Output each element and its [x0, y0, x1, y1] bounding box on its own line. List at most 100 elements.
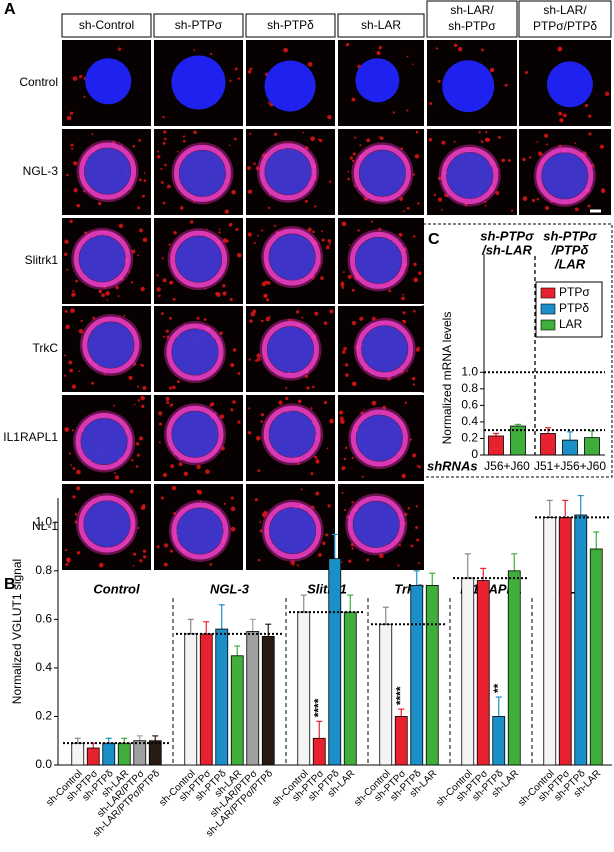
- category-axis-label: shRNAs: [427, 458, 478, 473]
- puncta: [351, 97, 356, 102]
- puncta: [544, 133, 549, 138]
- puncta: [105, 291, 110, 296]
- nucleus: [546, 61, 593, 108]
- column-header-box: [245, 13, 336, 38]
- puncta: [229, 297, 233, 302]
- puncta: [302, 131, 305, 134]
- puncta: [170, 403, 174, 406]
- puncta: [156, 287, 161, 292]
- puncta: [162, 472, 168, 478]
- puncta: [67, 560, 70, 563]
- puncta: [158, 294, 161, 298]
- puncta: [378, 46, 382, 50]
- puncta: [416, 538, 420, 542]
- puncta: [97, 201, 102, 206]
- puncta: [78, 328, 84, 334]
- puncta: [70, 308, 75, 314]
- puncta: [162, 278, 167, 283]
- puncta: [248, 358, 251, 361]
- puncta: [312, 385, 315, 389]
- bar: [461, 577, 475, 766]
- puncta: [172, 385, 176, 390]
- bar: [71, 742, 85, 766]
- puncta: [158, 422, 163, 426]
- puncta: [166, 184, 171, 189]
- puncta: [345, 373, 349, 377]
- puncta: [359, 316, 364, 321]
- puncta: [437, 197, 443, 202]
- nucleus: [442, 60, 495, 113]
- puncta: [249, 67, 253, 71]
- nucleus: [87, 322, 134, 369]
- puncta: [510, 209, 514, 212]
- cell-ring: [356, 320, 414, 378]
- puncta: [413, 262, 417, 267]
- nucleus: [265, 148, 312, 195]
- puncta: [402, 293, 405, 296]
- puncta: [415, 526, 419, 530]
- puncta: [588, 132, 592, 136]
- puncta: [137, 254, 139, 257]
- cell-ring: [79, 142, 137, 200]
- puncta: [489, 67, 495, 73]
- puncta: [398, 232, 403, 237]
- puncta: [285, 396, 289, 400]
- puncta: [402, 311, 406, 315]
- puncta: [339, 419, 345, 424]
- column-header: sh-LAR/: [450, 3, 494, 17]
- puncta: [486, 137, 491, 142]
- puncta: [418, 562, 421, 565]
- puncta: [64, 309, 68, 313]
- nucleus: [355, 237, 402, 284]
- cell-ring: [441, 146, 499, 204]
- puncta: [247, 189, 253, 194]
- puncta: [269, 316, 271, 318]
- puncta: [417, 202, 420, 205]
- cell-ring: [73, 230, 131, 288]
- puncta: [66, 557, 71, 563]
- legend-swatch: [540, 303, 556, 315]
- puncta: [162, 115, 165, 119]
- puncta: [406, 109, 409, 112]
- puncta: [536, 197, 540, 201]
- puncta: [237, 420, 241, 424]
- puncta: [319, 138, 323, 143]
- puncta: [113, 472, 116, 475]
- puncta: [130, 281, 134, 284]
- puncta: [297, 399, 302, 404]
- puncta: [347, 274, 352, 279]
- puncta: [140, 286, 145, 292]
- puncta: [306, 386, 310, 390]
- puncta: [138, 178, 142, 182]
- puncta: [172, 297, 176, 301]
- bar: [199, 633, 213, 766]
- puncta: [158, 441, 161, 444]
- puncta: [351, 381, 357, 387]
- puncta: [168, 243, 171, 246]
- puncta: [416, 464, 419, 467]
- puncta: [480, 48, 484, 52]
- puncta: [160, 181, 164, 184]
- puncta: [210, 52, 213, 56]
- bar: [379, 623, 393, 766]
- puncta: [182, 139, 186, 143]
- puncta: [63, 252, 68, 257]
- puncta: [123, 314, 126, 317]
- nucleus: [171, 55, 226, 110]
- puncta: [79, 74, 83, 79]
- puncta: [73, 188, 78, 193]
- legend-label: PTPσ: [559, 285, 590, 299]
- y-tick-label: 0.8: [461, 381, 478, 395]
- puncta: [537, 151, 543, 157]
- puncta: [115, 285, 119, 290]
- cell-ring: [166, 323, 224, 381]
- bar: [574, 514, 588, 766]
- bar: [230, 655, 244, 766]
- puncta: [453, 43, 458, 48]
- puncta: [180, 206, 184, 210]
- puncta: [218, 231, 221, 234]
- y-tick-label: 0: [471, 447, 478, 461]
- puncta: [237, 372, 241, 375]
- puncta: [136, 453, 140, 457]
- cell-ring: [170, 230, 228, 288]
